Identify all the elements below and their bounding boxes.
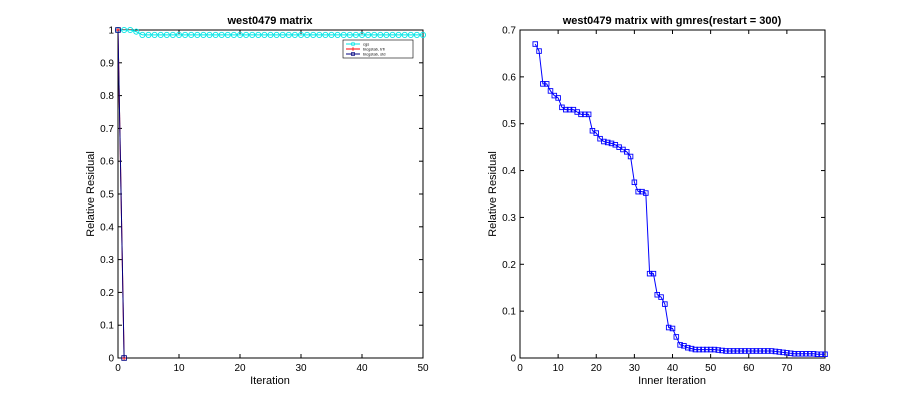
right-ytick-label: 0.1 bbox=[502, 307, 516, 318]
left-xtick-label: 50 bbox=[417, 363, 429, 374]
right-xtick-label: 20 bbox=[591, 363, 603, 374]
right-ylabel: Relative Residual bbox=[487, 151, 499, 237]
right-xtick-label: 10 bbox=[553, 363, 565, 374]
left-ytick-label: 0.3 bbox=[100, 255, 114, 266]
left-xtick-label: 20 bbox=[234, 363, 246, 374]
right-xtick-label: 30 bbox=[629, 363, 641, 374]
right-ytick-label: 0.6 bbox=[502, 72, 516, 83]
right-ytick-label: 0.3 bbox=[502, 213, 516, 224]
left-title: west0479 matrix bbox=[227, 15, 314, 27]
left-ytick-label: 0.8 bbox=[100, 91, 114, 102]
right-ytick-label: 0.2 bbox=[502, 260, 516, 271]
right-xtick-label: 80 bbox=[819, 363, 831, 374]
left-ytick-label: 0.9 bbox=[100, 58, 114, 69]
right-ytick-label: 0 bbox=[510, 354, 516, 365]
right-plot-frame bbox=[520, 30, 825, 358]
right-title: west0479 matrix with gmres(restart = 300… bbox=[562, 15, 782, 27]
left-xtick-label: 30 bbox=[295, 363, 307, 374]
left-ytick-label: 0.7 bbox=[100, 124, 114, 135]
right-ytick-label: 0.7 bbox=[502, 26, 516, 37]
left-plot-frame bbox=[118, 30, 423, 358]
right-xtick-label: 70 bbox=[781, 363, 793, 374]
left-ytick-label: 0.5 bbox=[100, 190, 114, 201]
left-ytick-label: 0.2 bbox=[100, 288, 114, 299]
legend-label-std: bicgstab, std bbox=[363, 52, 385, 57]
right-plot: 0 10 20 30 40 50 60 70 8000.10.20.30.40.50.60.7 … bbox=[487, 15, 831, 387]
right-xtick-label: 60 bbox=[743, 363, 755, 374]
left-ytick-label: 0 bbox=[108, 354, 114, 365]
left-ytick-label: 0.4 bbox=[100, 222, 114, 233]
right-xtick-label: 50 bbox=[705, 363, 717, 374]
left-ytick-label: 0.6 bbox=[100, 157, 114, 168]
left-xlabel: Iteration bbox=[250, 375, 290, 387]
left-legend: cgs bicgstab, trfr bicgstab, std bbox=[343, 40, 413, 58]
right-xlabel: Inner Iteration bbox=[638, 375, 706, 387]
right-ytick-label: 0.5 bbox=[502, 119, 516, 130]
left-ytick-label: 0.1 bbox=[100, 321, 114, 332]
left-plot: 0 10 20 30 40 50 0 0.1 0.2 0.3 0.4 0.5 0.6 0.7 0.8 0.9 1… bbox=[85, 15, 429, 387]
left-xtick-label: 10 bbox=[173, 363, 185, 374]
left-xtick-label: 40 bbox=[356, 363, 368, 374]
right-ytick-label: 0.4 bbox=[502, 166, 516, 177]
right-xtick-label: 0 bbox=[517, 363, 523, 374]
left-ytick-label: 1 bbox=[108, 26, 114, 37]
left-ylabel: Relative Residual bbox=[85, 151, 97, 237]
left-xtick-label: 0 bbox=[115, 363, 121, 374]
right-xtick-label: 40 bbox=[667, 363, 679, 374]
